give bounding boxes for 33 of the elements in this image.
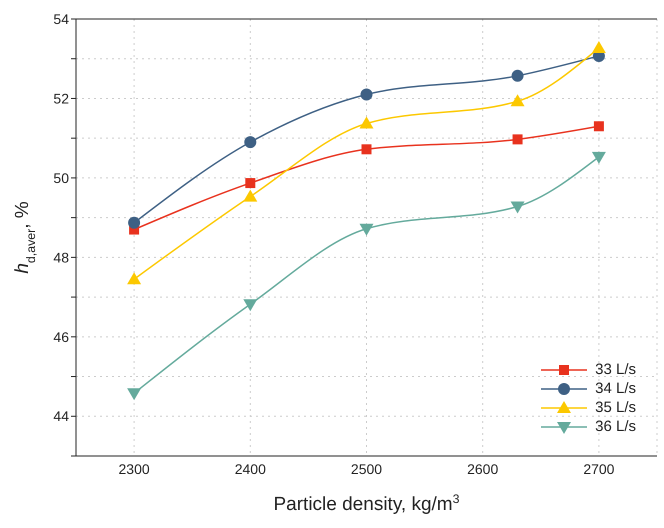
point — [360, 116, 374, 128]
point — [592, 152, 606, 164]
x-tick-label: 2400 — [234, 460, 266, 477]
x-axis-title: Particle density, kg/m$^{3}$ — [273, 492, 460, 515]
point — [243, 190, 258, 202]
point — [243, 299, 258, 312]
point — [128, 216, 140, 229]
point — [127, 388, 142, 400]
x-tick-label: 2500 — [350, 460, 382, 477]
y-tick-label: 46 — [53, 328, 70, 345]
point — [512, 70, 524, 82]
x-tick-label: 2600 — [467, 460, 498, 477]
y-tick-label: 48 — [53, 249, 70, 266]
point — [510, 94, 525, 106]
point — [244, 136, 256, 148]
point — [245, 178, 256, 188]
point — [512, 134, 523, 144]
point — [362, 144, 372, 154]
point — [360, 224, 374, 236]
legend-label: 34 L/s — [595, 380, 636, 397]
point — [594, 121, 604, 132]
x-tick-label: 2300 — [118, 460, 150, 477]
legend-label: 33 L/s — [595, 361, 636, 378]
y-tick-label: 44 — [53, 408, 70, 424]
x-tick-label: 2700 — [583, 460, 615, 477]
y-tick-label: 50 — [53, 170, 70, 186]
legend-label: 35 L/s — [595, 399, 636, 416]
y-tick-label: 54 — [53, 10, 70, 27]
legend-label: 36 L/s — [595, 418, 636, 435]
point — [360, 88, 372, 100]
point — [592, 41, 606, 53]
y-tick-label: 52 — [53, 90, 70, 106]
point — [510, 202, 525, 214]
